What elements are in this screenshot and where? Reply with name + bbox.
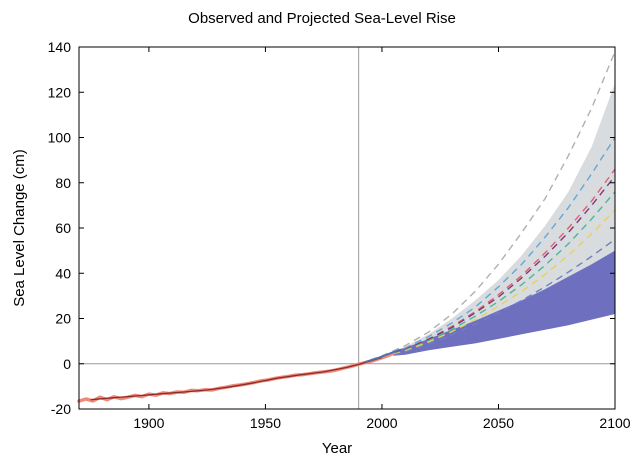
scenario-projection-line-6 xyxy=(358,209,616,365)
x-tick-label-2000: 2000 xyxy=(366,415,397,431)
observed-smoothed-line xyxy=(90,356,383,401)
x-axis-label: Year xyxy=(322,440,352,457)
scenario-projection-line-4 xyxy=(358,175,616,365)
y-tick-label-100: 100 xyxy=(48,130,72,146)
y-tick-label-40: 40 xyxy=(55,265,71,281)
x-tick-label-2050: 2050 xyxy=(483,415,514,431)
y-tick-label--20: -20 xyxy=(51,401,71,417)
satellite-altimetry-line xyxy=(365,348,401,363)
plot-area: 1900 1950 2000 2050 2100 -20 0 20 40 60 80 100 120 14… xyxy=(48,39,631,431)
y-tick-label-0: 0 xyxy=(63,356,71,372)
x-tick-label-1950: 1950 xyxy=(250,415,281,431)
x-tick-label-1900: 1900 xyxy=(133,415,164,431)
plot-frame xyxy=(78,46,616,410)
y-tick-label-20: 20 xyxy=(55,311,71,327)
observed-tide-gauge-line xyxy=(77,351,396,403)
y-axis-label: Sea Level Change (cm) xyxy=(11,149,28,307)
y-tick-label-120: 120 xyxy=(48,84,72,100)
scenario-projection-line-1 xyxy=(358,51,616,365)
chart-title: Observed and Projected Sea-Level Rise xyxy=(188,10,456,27)
y-tick-label-140: 140 xyxy=(48,39,72,55)
scenario-projection-line-2 xyxy=(358,137,616,365)
scenario-projection-line-7 xyxy=(358,238,616,365)
x-tick-label-2100: 2100 xyxy=(599,415,630,431)
y-tick-label-80: 80 xyxy=(55,175,71,191)
y-tick-label-60: 60 xyxy=(55,220,71,236)
